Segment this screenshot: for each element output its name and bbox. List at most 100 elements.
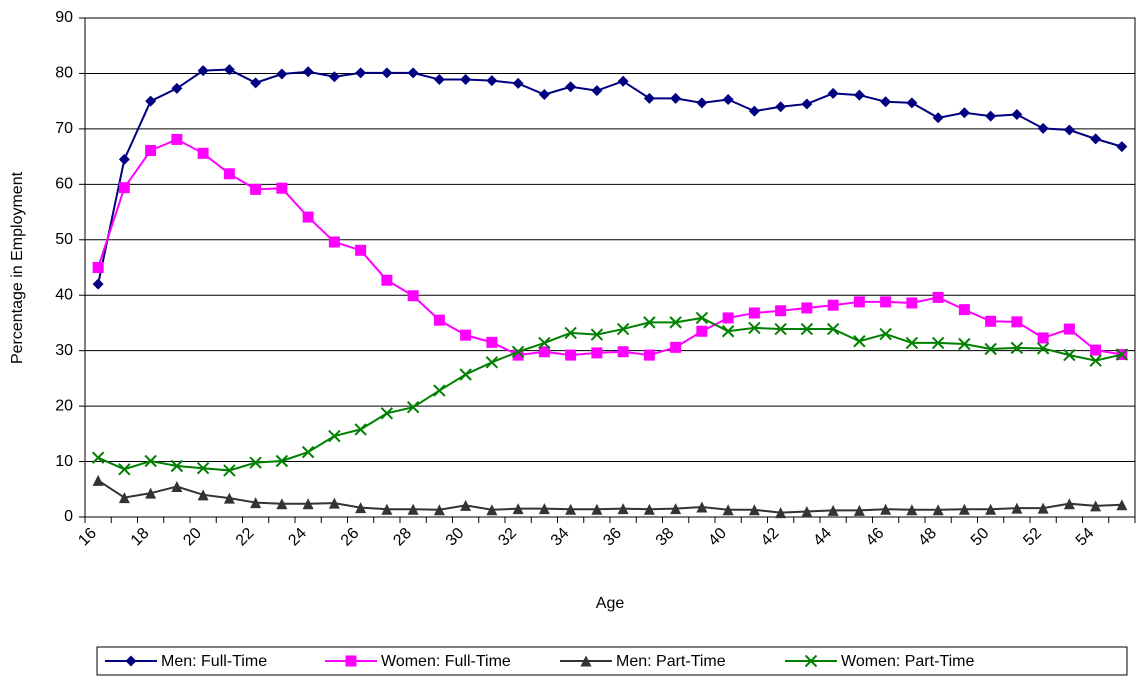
- marker-triangle: [433, 504, 445, 516]
- marker-square: [512, 349, 524, 361]
- marker-x: [800, 322, 814, 336]
- marker-triangle: [276, 498, 288, 510]
- legend-label: Women: Full-Time: [381, 653, 511, 670]
- x-tick-label: 30: [443, 525, 468, 550]
- y-tick-label: 60: [55, 176, 73, 193]
- marker-triangle: [460, 499, 472, 511]
- marker-triangle: [801, 505, 813, 517]
- marker-triangle: [722, 504, 734, 516]
- marker-x: [354, 423, 367, 436]
- marker-x: [275, 454, 289, 468]
- marker-diamond: [853, 89, 865, 101]
- marker-square: [696, 325, 708, 337]
- marker-square: [355, 244, 367, 256]
- marker-square: [932, 291, 944, 303]
- marker-square: [880, 296, 892, 308]
- marker-diamond: [932, 112, 944, 124]
- marker-triangle: [197, 489, 209, 501]
- marker-triangle: [302, 498, 314, 510]
- marker-diamond: [565, 81, 577, 93]
- y-tick-label: 40: [55, 286, 73, 303]
- marker-square: [748, 307, 760, 319]
- marker-diamond: [512, 77, 524, 89]
- marker-triangle: [958, 503, 970, 515]
- marker-diamond: [171, 82, 183, 94]
- x-tick-label: 32: [495, 525, 520, 550]
- marker-square: [775, 305, 787, 317]
- marker-diamond: [223, 64, 235, 76]
- marker-triangle: [145, 487, 157, 499]
- marker-square: [381, 274, 393, 286]
- marker-diamond: [643, 92, 655, 104]
- marker-triangle: [775, 507, 787, 519]
- marker-x: [1063, 348, 1076, 362]
- y-tick-label: 0: [64, 508, 73, 525]
- marker-diamond: [197, 65, 209, 77]
- marker-x: [669, 316, 682, 329]
- marker-square: [407, 290, 419, 302]
- marker-square: [591, 347, 603, 359]
- x-tick-label: 40: [705, 525, 730, 550]
- x-tick-label: 48: [915, 525, 940, 550]
- marker-triangle: [118, 492, 130, 504]
- marker-x: [905, 336, 919, 350]
- marker-square: [171, 133, 183, 145]
- marker-triangle: [670, 503, 682, 515]
- y-tick-label: 30: [55, 342, 73, 359]
- marker-x: [196, 462, 210, 475]
- marker-triangle: [223, 492, 235, 504]
- marker-square: [118, 182, 130, 194]
- marker-x: [118, 463, 131, 476]
- marker-diamond: [276, 68, 288, 80]
- marker-square: [722, 312, 734, 324]
- marker-x: [433, 384, 446, 397]
- marker-diamond: [92, 278, 104, 290]
- y-axis-title: Percentage in Employment: [9, 171, 26, 364]
- marker-diamond: [145, 95, 157, 107]
- marker-diamond: [538, 89, 550, 101]
- marker-triangle: [880, 503, 892, 515]
- marker-square: [197, 147, 209, 159]
- legend-label: Men: Part-Time: [616, 653, 726, 670]
- marker-x: [695, 311, 709, 325]
- marker-square: [853, 296, 865, 308]
- marker-square: [617, 346, 629, 358]
- marker-x: [564, 326, 577, 340]
- marker-triangle: [580, 655, 592, 667]
- marker-triangle: [591, 503, 603, 515]
- marker-triangle: [696, 501, 708, 513]
- marker-diamond: [801, 98, 813, 110]
- marker-square: [643, 349, 655, 361]
- marker-x: [301, 445, 315, 459]
- x-tick-label: 50: [968, 525, 993, 550]
- marker-triangle: [1063, 498, 1075, 510]
- x-tick-label: 20: [180, 525, 205, 550]
- marker-diamond: [617, 75, 629, 87]
- x-tick-label: 36: [600, 525, 625, 550]
- marker-x: [879, 327, 892, 341]
- marker-triangle: [486, 504, 498, 516]
- marker-diamond: [958, 107, 970, 119]
- marker-square: [145, 145, 157, 157]
- marker-triangle: [355, 502, 367, 514]
- marker-triangle: [985, 503, 997, 515]
- x-tick-label: 28: [390, 525, 415, 550]
- marker-triangle: [381, 503, 393, 515]
- marker-triangle: [1011, 502, 1023, 514]
- marker-x: [721, 325, 735, 338]
- marker-triangle: [1116, 499, 1128, 511]
- legend-label: Men: Full-Time: [161, 653, 267, 670]
- marker-x: [144, 454, 157, 468]
- marker-diamond: [722, 94, 734, 106]
- marker-square: [460, 329, 472, 341]
- marker-diamond: [1037, 122, 1049, 134]
- marker-square: [670, 341, 682, 353]
- series-line: [97, 68, 1123, 285]
- marker-diamond: [985, 110, 997, 122]
- marker-x: [804, 654, 818, 668]
- marker-square: [1037, 332, 1049, 344]
- series-line: [97, 316, 1123, 472]
- y-tick-label: 90: [55, 9, 73, 26]
- x-tick-label: 34: [548, 525, 573, 550]
- x-tick-label: 18: [128, 525, 153, 550]
